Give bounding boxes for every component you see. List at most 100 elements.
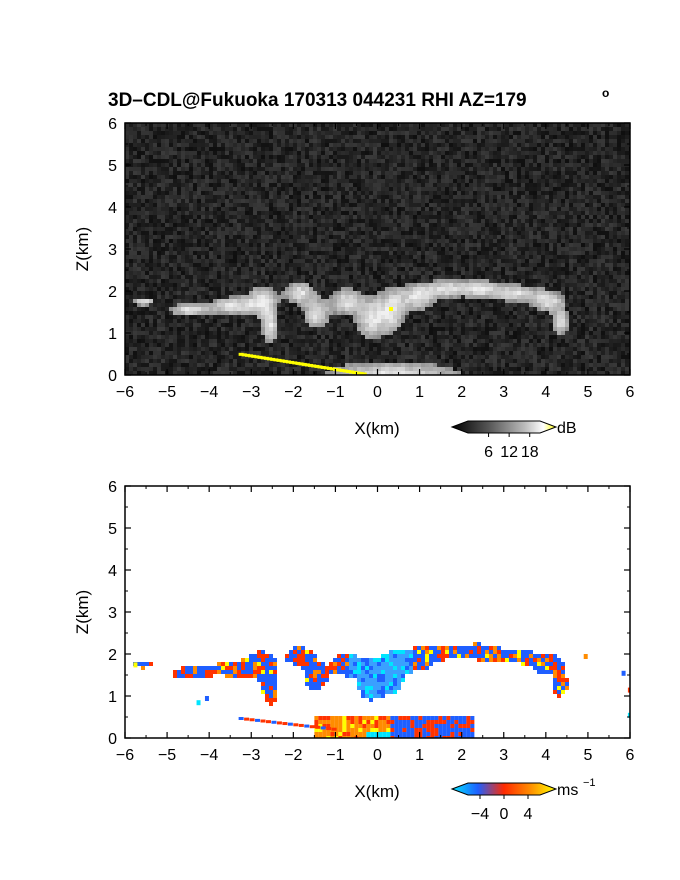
noise-cell	[577, 199, 581, 203]
noise-cell	[237, 251, 241, 255]
noise-cell	[453, 127, 457, 131]
noise-cell	[533, 255, 537, 259]
noise-cell	[189, 259, 193, 263]
noise-cell	[385, 139, 389, 143]
noise-cell	[601, 255, 605, 259]
noise-cell	[285, 235, 289, 239]
noise-cell	[333, 171, 337, 175]
noise-cell	[377, 247, 381, 251]
noise-cell	[613, 227, 617, 231]
noise-cell	[149, 151, 153, 155]
noise-cell	[137, 211, 141, 215]
noise-cell	[597, 239, 601, 243]
noise-cell	[125, 127, 129, 131]
noise-cell	[289, 139, 293, 143]
noise-cell	[201, 143, 205, 147]
noise-cell	[601, 227, 605, 231]
noise-cell	[541, 155, 545, 159]
noise-cell	[229, 151, 233, 155]
noise-cell	[553, 151, 557, 155]
noise-cell	[461, 207, 465, 211]
noise-cell	[273, 199, 277, 203]
noise-cell	[369, 223, 373, 227]
noise-cell	[377, 163, 381, 167]
noise-cell	[481, 175, 485, 179]
noise-cell	[161, 127, 165, 131]
noise-cell	[333, 135, 337, 139]
noise-cell	[129, 275, 133, 279]
noise-cell	[461, 255, 465, 259]
noise-cell	[461, 267, 465, 271]
noise-cell	[261, 231, 265, 235]
noise-cell	[561, 199, 565, 203]
noise-cell	[161, 167, 165, 171]
noise-cell	[421, 163, 425, 167]
noise-cell	[357, 223, 361, 227]
noise-cell	[273, 271, 277, 275]
noise-cell	[617, 135, 621, 139]
noise-cell	[381, 151, 385, 155]
noise-cell	[201, 123, 205, 127]
noise-cell	[425, 215, 429, 219]
noise-cell	[153, 227, 157, 231]
noise-cell	[173, 139, 177, 143]
noise-cell	[345, 219, 349, 223]
noise-cell	[557, 211, 561, 215]
noise-cell	[485, 139, 489, 143]
noise-cell	[409, 135, 413, 139]
noise-cell	[541, 187, 545, 191]
noise-cell	[461, 215, 465, 219]
noise-cell	[529, 235, 533, 239]
noise-cell	[149, 255, 153, 259]
noise-cell	[573, 255, 577, 259]
noise-cell	[409, 143, 413, 147]
noise-cell	[421, 123, 425, 127]
noise-cell	[313, 259, 317, 263]
noise-cell	[561, 135, 565, 139]
noise-cell	[485, 155, 489, 159]
noise-cell	[281, 255, 285, 259]
noise-cell	[269, 183, 273, 187]
noise-cell	[437, 183, 441, 187]
noise-cell	[521, 131, 525, 135]
noise-cell	[297, 231, 301, 235]
noise-cell	[569, 195, 573, 199]
noise-cell	[433, 199, 437, 203]
noise-cell	[429, 179, 433, 183]
noise-cell	[361, 239, 365, 243]
noise-cell	[465, 127, 469, 131]
noise-cell	[309, 239, 313, 243]
noise-cell	[605, 243, 609, 247]
noise-cell	[221, 131, 225, 135]
noise-cell	[325, 139, 329, 143]
noise-cell	[309, 207, 313, 211]
noise-cell	[489, 271, 493, 275]
noise-cell	[365, 275, 369, 279]
noise-cell	[257, 127, 261, 131]
noise-cell	[129, 199, 133, 203]
noise-cell	[189, 171, 193, 175]
noise-cell	[265, 123, 269, 127]
noise-cell	[217, 195, 221, 199]
noise-cell	[561, 243, 565, 247]
noise-cell	[201, 171, 205, 175]
noise-cell	[181, 215, 185, 219]
noise-cell	[217, 151, 221, 155]
noise-cell	[313, 211, 317, 215]
noise-cell	[621, 143, 625, 147]
noise-cell	[577, 259, 581, 263]
noise-cell	[153, 135, 157, 139]
noise-cell	[341, 179, 345, 183]
noise-cell	[609, 139, 613, 143]
noise-cell	[169, 207, 173, 211]
noise-cell	[305, 127, 309, 131]
noise-cell	[597, 139, 601, 143]
noise-cell	[433, 219, 437, 223]
noise-cell	[193, 131, 197, 135]
noise-cell	[337, 211, 341, 215]
noise-cell	[533, 135, 537, 139]
noise-cell	[489, 183, 493, 187]
noise-cell	[361, 163, 365, 167]
noise-cell	[189, 131, 193, 135]
noise-cell	[249, 251, 253, 255]
